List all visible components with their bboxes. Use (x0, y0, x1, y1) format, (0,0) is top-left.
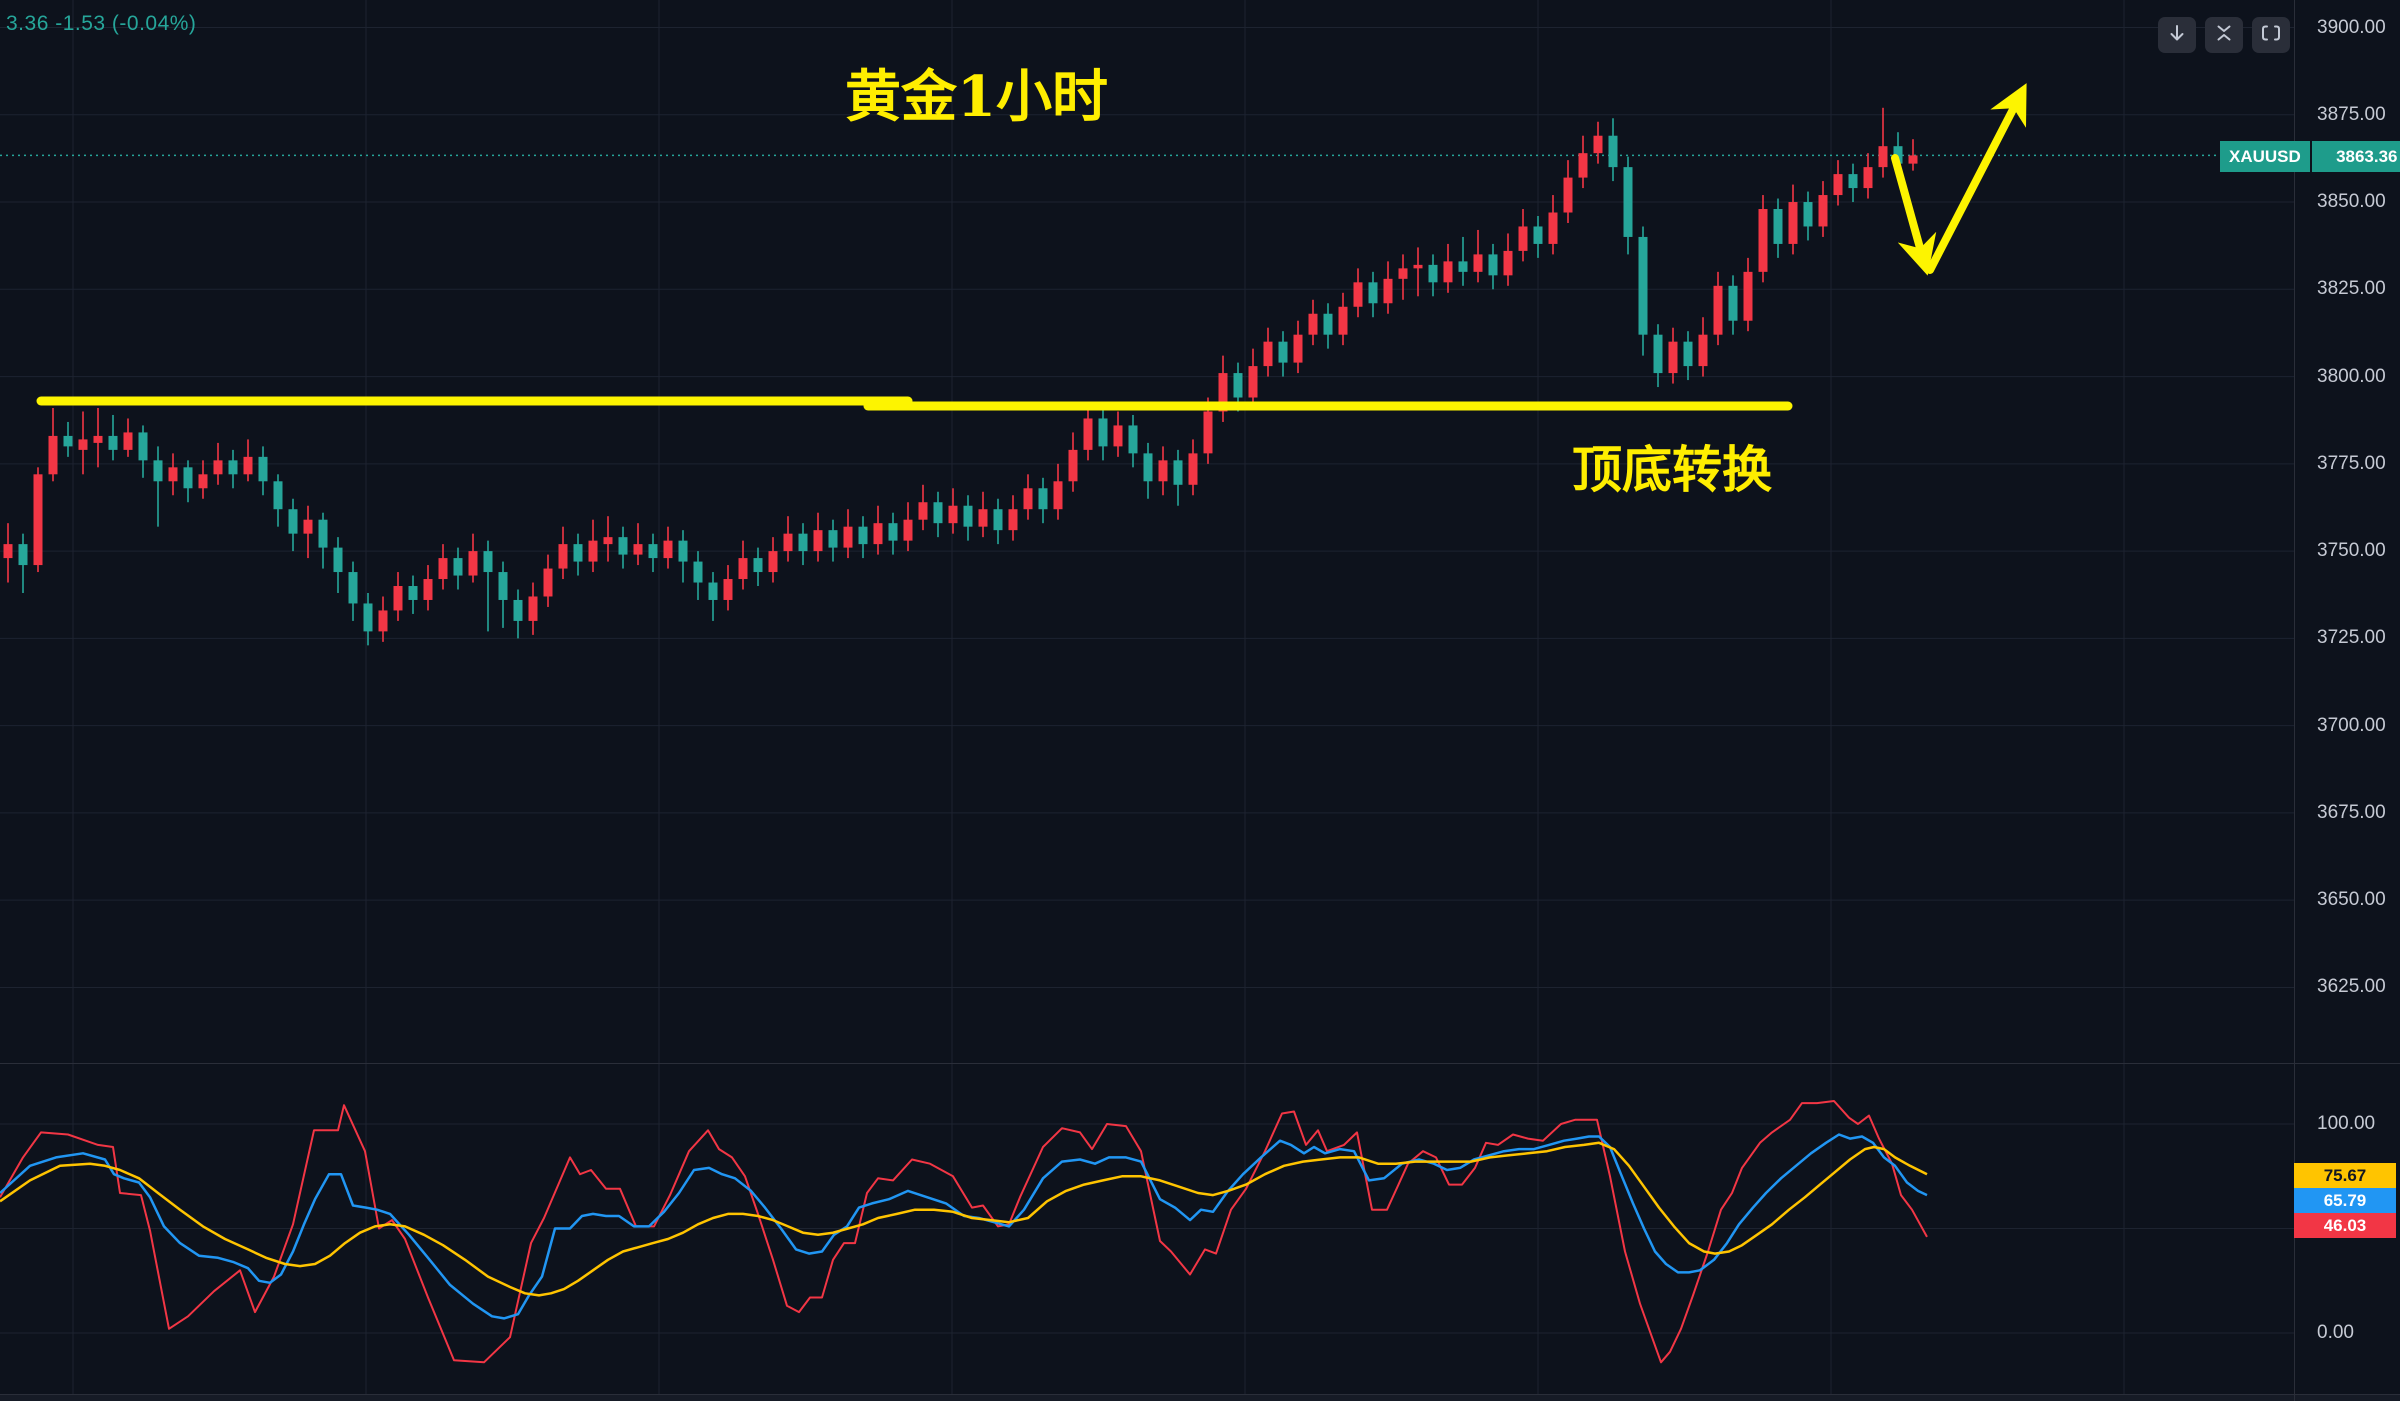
kdj-j-value-badge: 46.03 (2294, 1213, 2396, 1238)
time-axis-area[interactable] (0, 1395, 2400, 1401)
drawings-layer (36, 83, 2027, 411)
price-tick-label: 3625.00 (2317, 976, 2386, 998)
symbol-price-label: XAUUSD 3863.36 (2220, 141, 2400, 172)
price-tick-label: 3850.00 (2317, 191, 2386, 213)
collapse-icon (2214, 23, 2234, 48)
forecast-arrow-down[interactable] (1891, 154, 1937, 276)
arrow-down-icon (2167, 23, 2187, 48)
move-pane-down-button[interactable] (2158, 17, 2196, 53)
price-tick-label: 3700.00 (2317, 714, 2386, 736)
price-axis[interactable]: 3900.00 3875.00 3850.00 3825.00 3800.00 3775.… (2294, 0, 2400, 1401)
candlestick-layer[interactable] (3, 107, 1918, 646)
kdj-line-k (0, 1133, 1928, 1320)
kdj-indicator (0, 1100, 1928, 1364)
maximize-pane-button[interactable] (2252, 17, 2290, 53)
collapse-pane-button[interactable] (2205, 17, 2243, 53)
price-tick-label: 3775.00 (2317, 452, 2386, 474)
ticker-info: 3.36 -1.53 (-0.04%) (6, 12, 197, 35)
price-tick-label: 3800.00 (2317, 365, 2386, 387)
pane-separator[interactable] (0, 1063, 2400, 1064)
zone-label-annotation[interactable]: 顶底转换 (1572, 440, 1772, 499)
price-tick-label: 3875.00 (2317, 103, 2386, 125)
time-axis-border (0, 1394, 2400, 1395)
price-tick-label: 3650.00 (2317, 889, 2386, 911)
price-tick-label: 3825.00 (2317, 278, 2386, 300)
forecast-arrow-up[interactable] (1926, 83, 2027, 274)
kdj-d-value-badge: 75.67 (2294, 1163, 2396, 1188)
last-price-value: 3863.36 (2311, 141, 2400, 172)
price-tick-label: 3750.00 (2317, 540, 2386, 562)
maximize-icon (2260, 23, 2282, 48)
price-tick-label: 3900.00 (2317, 16, 2386, 38)
kdj-line-j (0, 1100, 1928, 1364)
chart-title-annotation[interactable]: 黄金1小时 (845, 64, 1108, 130)
price-tick-label: 3725.00 (2317, 627, 2386, 649)
kdj-line-d (0, 1141, 1928, 1297)
symbol-name: XAUUSD (2220, 141, 2310, 172)
kdj-k-value-badge: 65.79 (2294, 1188, 2396, 1213)
pane-toolbar (2158, 17, 2290, 53)
kdj-tick-label: 0.00 (2317, 1322, 2354, 1343)
kdj-tick-label: 100.00 (2317, 1113, 2376, 1134)
price-tick-label: 3675.00 (2317, 801, 2386, 823)
